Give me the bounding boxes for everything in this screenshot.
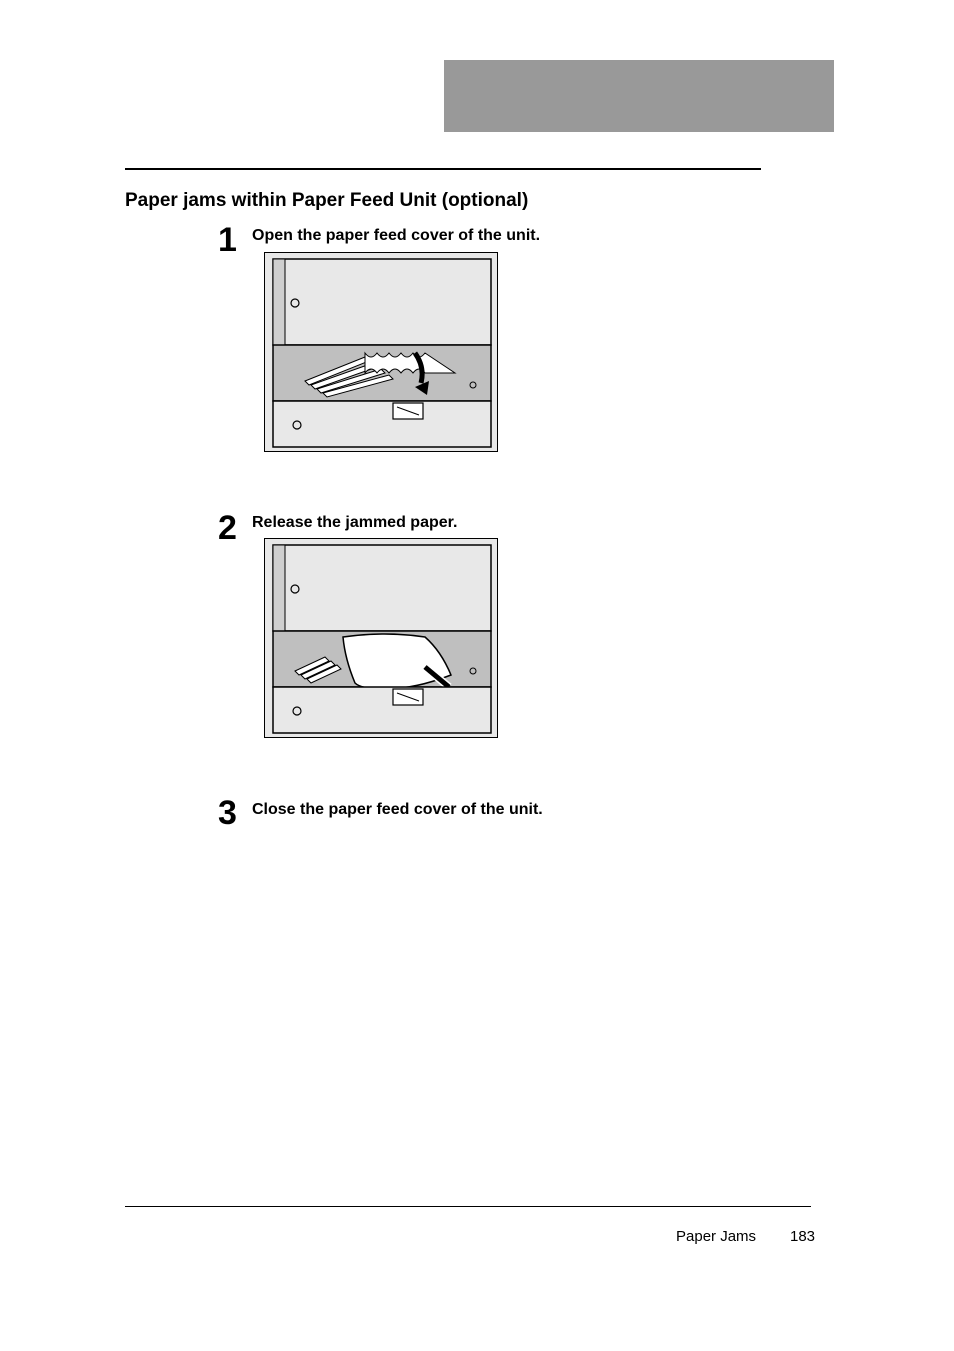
illustration-step-1 — [264, 252, 498, 452]
step-text-3: Close the paper feed cover of the unit. — [252, 801, 543, 819]
step-number-2: 2 — [218, 509, 237, 548]
step-text-1: Open the paper feed cover of the unit. — [252, 227, 540, 245]
bottom-rule — [125, 1206, 811, 1207]
printer-pull-paper-icon — [265, 539, 499, 739]
header-bar — [444, 60, 834, 132]
printer-open-cover-icon — [265, 253, 499, 453]
top-rule — [125, 168, 761, 170]
step-number-1: 1 — [218, 221, 237, 260]
illustration-step-2 — [264, 538, 498, 738]
step-text-2: Release the jammed paper. — [252, 514, 457, 532]
step-number-3: 3 — [218, 794, 237, 833]
footer-page-number: 183 — [790, 1228, 815, 1245]
section-heading: Paper jams within Paper Feed Unit (optio… — [125, 190, 528, 212]
footer-section-label: Paper Jams — [676, 1228, 756, 1245]
